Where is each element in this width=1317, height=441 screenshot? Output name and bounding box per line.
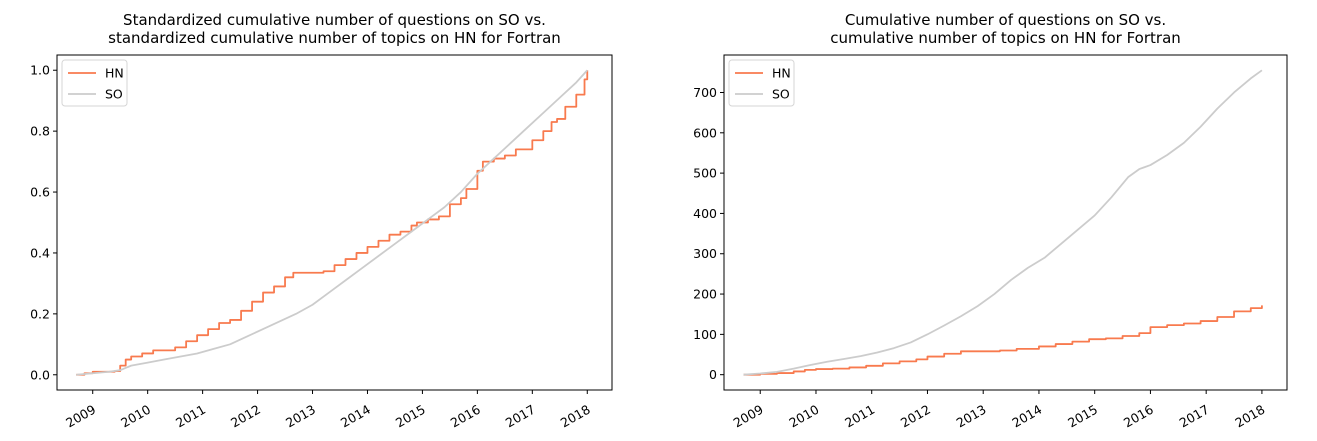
y-tick-label: 400 [693, 206, 717, 221]
series-line-so [743, 69, 1263, 376]
y-tick-label: 0.2 [30, 306, 50, 321]
chart-title-line: standardized cumulative number of topics… [108, 29, 561, 47]
x-tick-label: 2014 [338, 402, 373, 431]
y-tick-label: 0.6 [30, 185, 50, 200]
chart-title: Standardized cumulative number of questi… [108, 11, 561, 47]
y-tick-label: 1.0 [30, 63, 50, 78]
x-tick-label: 2015 [1065, 402, 1100, 431]
chart-title: Cumulative number of questions on SO vs.… [830, 11, 1181, 47]
series-line-so [76, 69, 588, 376]
y-tick-label: 0.8 [30, 124, 50, 139]
y-tick-label: 300 [693, 246, 717, 261]
legend-label-so: SO [105, 87, 123, 102]
legend-label-hn: HN [105, 66, 124, 81]
plot-frame [56, 54, 613, 391]
y-tick-label: 0.0 [30, 367, 50, 382]
y-tick-label: 700 [693, 85, 717, 100]
x-tick-label: 2010 [786, 402, 821, 431]
x-tick-label: 2018 [1232, 402, 1267, 431]
x-tick-label: 2017 [1177, 402, 1212, 431]
y-tick-label: 0.4 [30, 245, 50, 260]
chart-1: Standardized cumulative number of questi… [30, 11, 613, 431]
x-tick-label: 2016 [448, 402, 483, 431]
x-tick-label: 2015 [393, 402, 428, 431]
x-tick-label: 2011 [842, 402, 877, 431]
x-tick-label: 2017 [503, 402, 538, 431]
x-tick-label: 2009 [731, 402, 766, 431]
y-tick-label: 600 [693, 125, 717, 140]
x-tick-label: 2016 [1121, 402, 1156, 431]
x-tick-label: 2009 [63, 402, 98, 431]
series-line-hn [76, 70, 589, 376]
plot-frame [723, 54, 1288, 391]
legend-label-so: SO [772, 87, 790, 102]
x-tick-label: 2013 [954, 402, 989, 431]
x-tick-label: 2014 [1009, 402, 1044, 431]
chart-title-line: cumulative number of topics on HN for Fo… [830, 29, 1181, 47]
y-tick-label: 100 [693, 327, 717, 342]
legend-label-hn: HN [772, 66, 791, 81]
chart-title-line: Cumulative number of questions on SO vs. [845, 11, 1166, 29]
x-tick-label: 2018 [558, 402, 593, 431]
chart-2: Cumulative number of questions on SO vs.… [693, 11, 1288, 431]
x-tick-label: 2013 [283, 402, 318, 431]
x-tick-label: 2011 [173, 402, 208, 431]
x-tick-label: 2010 [118, 402, 153, 431]
x-tick-label: 2012 [898, 402, 933, 431]
y-tick-label: 500 [693, 166, 717, 181]
y-tick-label: 0 [709, 367, 717, 382]
y-tick-label: 200 [693, 287, 717, 302]
x-tick-label: 2012 [228, 402, 263, 431]
chart-title-line: Standardized cumulative number of questi… [123, 11, 546, 29]
series-line-hn [743, 305, 1263, 376]
